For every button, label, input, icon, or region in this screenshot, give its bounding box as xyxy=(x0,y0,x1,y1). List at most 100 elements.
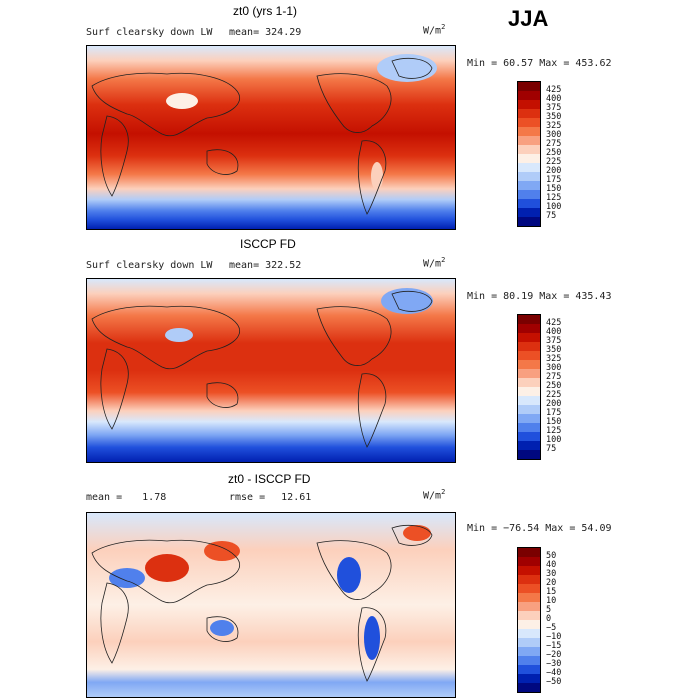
namerica-cold-bias xyxy=(337,557,361,593)
swatch-2 xyxy=(518,91,540,100)
panel-2-mean-label: mean= xyxy=(229,260,260,271)
swatch-10 xyxy=(518,629,540,638)
panel-1-coastlines xyxy=(91,57,433,215)
panel-3-units-text: W/m xyxy=(423,490,442,502)
tick-label: −40 xyxy=(546,668,562,678)
panel-2-title: ISCCP FD xyxy=(240,237,296,251)
tick-label: 125 xyxy=(546,193,562,203)
swatch-8 xyxy=(518,145,540,154)
panel-3-mean-value: 1.78 xyxy=(142,492,167,503)
swatch-4 xyxy=(518,575,540,584)
andes-cold xyxy=(371,162,383,190)
tick-label: −30 xyxy=(546,659,562,669)
swatch-8 xyxy=(518,611,540,620)
panel-1-title: zt0 (yrs 1-1) xyxy=(233,4,298,18)
tick-label: 325 xyxy=(546,121,562,131)
swatch-8 xyxy=(518,378,540,387)
season-label: JJA xyxy=(508,6,549,31)
panel-3-rmse: rmse = 12.61 xyxy=(229,492,311,503)
panel-1-minmax: Min = 60.57 Max = 453.62 xyxy=(467,58,612,69)
swatch-9 xyxy=(518,387,540,396)
tick-label: 375 xyxy=(546,103,562,113)
tick-label: 425 xyxy=(546,85,562,95)
swatch-12 xyxy=(518,414,540,423)
swatch-7 xyxy=(518,136,540,145)
panel-2-units: W/m2 xyxy=(423,256,445,269)
tick-label: 350 xyxy=(546,112,562,122)
tick-label: 150 xyxy=(546,417,562,427)
panel-2-colorbar xyxy=(517,314,541,460)
tick-label: 50 xyxy=(546,551,557,561)
swatch-5 xyxy=(518,351,540,360)
tick-label: 40 xyxy=(546,560,557,570)
swatch-16 xyxy=(518,683,540,692)
swatch-9 xyxy=(518,620,540,629)
tick-label: 100 xyxy=(546,202,562,212)
swatch-6 xyxy=(518,593,540,602)
panel-2-map xyxy=(86,278,456,463)
swatch-15 xyxy=(518,441,540,450)
panel-1-colorbar xyxy=(517,81,541,227)
swatch-2 xyxy=(518,324,540,333)
tick-label: 10 xyxy=(546,596,557,606)
tick-label: 350 xyxy=(546,345,562,355)
swatch-15 xyxy=(518,674,540,683)
swatch-6 xyxy=(518,127,540,136)
tick-label: 200 xyxy=(546,399,562,409)
tick-label: −50 xyxy=(546,677,562,687)
swatch-3 xyxy=(518,566,540,575)
tick-label: 225 xyxy=(546,390,562,400)
panel-2-field-label: Surf clearsky down LW xyxy=(86,260,213,271)
swatch-4 xyxy=(518,109,540,118)
panel-3-title: zt0 - ISCCP FD xyxy=(228,472,311,486)
tick-label: −10 xyxy=(546,632,562,642)
tick-label: 30 xyxy=(546,569,557,579)
panel-1-mean-label: mean= xyxy=(229,27,260,38)
panel-1-mean: mean= 324.29 xyxy=(229,27,301,38)
panel-3-map-svg xyxy=(87,513,455,697)
greenland-warm-bias xyxy=(403,525,431,541)
tick-label: 300 xyxy=(546,363,562,373)
asia-warm-bias xyxy=(145,554,189,582)
tick-label: 125 xyxy=(546,426,562,436)
swatch-7 xyxy=(518,602,540,611)
swatch-5 xyxy=(518,584,540,593)
swatch-10 xyxy=(518,163,540,172)
panel-3-mean-label: mean = xyxy=(86,492,123,503)
tick-label: 150 xyxy=(546,184,562,194)
panel-1-units-text: W/m xyxy=(423,25,442,37)
swatch-16 xyxy=(518,450,540,459)
swatch-16 xyxy=(518,217,540,226)
tick-label: 5 xyxy=(546,605,552,615)
swatch-13 xyxy=(518,423,540,432)
swatch-1 xyxy=(518,315,540,324)
tick-label: 275 xyxy=(546,139,562,149)
swatch-3 xyxy=(518,333,540,342)
tick-label: 250 xyxy=(546,148,562,158)
swatch-3 xyxy=(518,100,540,109)
swatch-1 xyxy=(518,548,540,557)
siberia-warm-bias xyxy=(204,541,240,561)
panel-2-units-text: W/m xyxy=(423,258,442,270)
tick-label: 75 xyxy=(546,211,557,221)
swatch-14 xyxy=(518,432,540,441)
tick-label: −5 xyxy=(546,623,557,633)
panel-1-units: W/m2 xyxy=(423,23,445,36)
panel-3-units-sup: 2 xyxy=(441,488,446,496)
tibet-cold xyxy=(166,93,198,109)
panel-1-units-sup: 2 xyxy=(441,23,446,31)
swatch-10 xyxy=(518,396,540,405)
tick-label: 175 xyxy=(546,175,562,185)
swatch-13 xyxy=(518,190,540,199)
tick-label: −15 xyxy=(546,641,562,651)
swatch-6 xyxy=(518,360,540,369)
panel-3-colorbar xyxy=(517,547,541,693)
swatch-11 xyxy=(518,638,540,647)
panel-3-map xyxy=(86,512,456,698)
swatch-11 xyxy=(518,405,540,414)
panel-2-minmax: Min = 80.19 Max = 435.43 xyxy=(467,291,612,302)
tibet-cold xyxy=(165,328,193,342)
panel-3-minmax: Min = −76.54 Max = 54.09 xyxy=(467,523,612,534)
tick-label: 175 xyxy=(546,408,562,418)
panel-2-units-sup: 2 xyxy=(441,256,446,264)
